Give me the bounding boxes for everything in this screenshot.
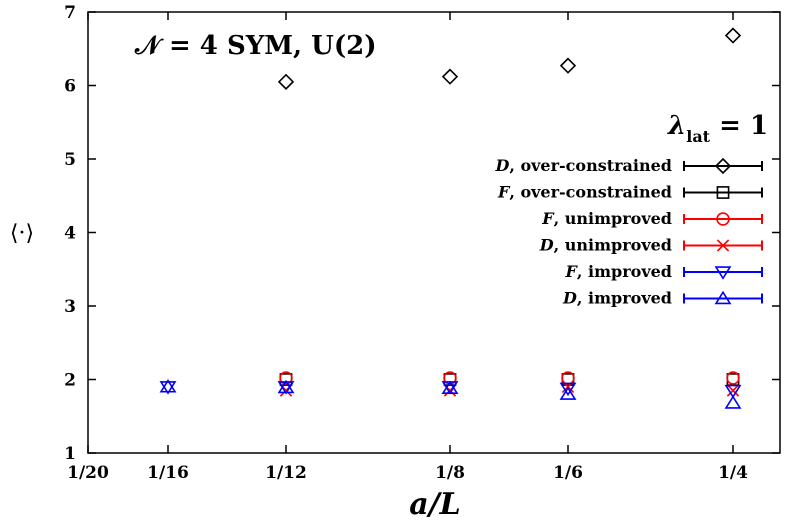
x-tick-label: 1/4 [718, 463, 748, 483]
data-point [559, 386, 577, 400]
plot-frame [87, 11, 781, 454]
legend-entry: D, improved [562, 289, 763, 308]
x-tick-label: 1/8 [435, 463, 465, 483]
data-point [559, 57, 577, 74]
legend-label: D, unimproved [539, 236, 672, 255]
y-tick-label: 1 [64, 444, 76, 464]
data-point [559, 382, 577, 397]
x-tick-label: 1/16 [147, 463, 189, 483]
data-point [441, 380, 459, 395]
data-point [724, 395, 742, 409]
series-3 [279, 371, 740, 385]
data-point [277, 73, 295, 90]
y-tick-label: 4 [64, 224, 76, 244]
legend-label: F, improved [565, 262, 672, 281]
lambda-annotation: λlat = 1 [667, 111, 768, 146]
legend-marker [716, 212, 730, 226]
legend-label: D, improved [562, 289, 672, 308]
legend-entry: F, unimproved [541, 209, 763, 228]
chart-title: 𝒩 = 4 SYM, U(2) [134, 31, 377, 61]
series-2 [279, 373, 740, 386]
y-tick-label: 6 [64, 77, 76, 97]
x-tick-label: 1/12 [265, 463, 307, 483]
legend-label: F, unimproved [541, 209, 672, 228]
legend-label: D, over-constrained [494, 156, 672, 175]
legend-marker [716, 186, 730, 199]
series-1 [277, 27, 742, 90]
x-tick-label: 1/20 [67, 463, 109, 483]
legend-marker [716, 239, 730, 252]
x-axis-label: a/L [409, 487, 461, 522]
legend-marker [714, 157, 732, 175]
data-point [279, 371, 293, 385]
y-axis-label: ⟨·⟩ [10, 221, 34, 246]
y-tick-label: 2 [64, 371, 76, 391]
y-tick-label: 7 [64, 3, 76, 23]
y-tick-label: 5 [64, 150, 76, 170]
legend-entry: F, improved [565, 262, 763, 281]
x-tick-label: 1/6 [553, 463, 583, 483]
y-tick-label: 3 [64, 297, 76, 317]
legend-marker [714, 266, 732, 280]
series-6 [159, 379, 742, 409]
data-point [726, 384, 740, 397]
legend: D, over-constrained F, over-constrained F,… [494, 156, 763, 308]
data-point [726, 371, 740, 385]
data-point [441, 68, 459, 85]
data-point [724, 384, 742, 399]
legend-entry: F, over-constrained [497, 183, 763, 202]
data-point [443, 371, 457, 385]
data-point [277, 379, 295, 394]
legend-label: F, over-constrained [497, 183, 672, 202]
data-point [724, 27, 742, 44]
legend-entry: D, over-constrained [494, 156, 763, 175]
data-point [159, 379, 177, 393]
legend-marker [714, 290, 732, 305]
legend-entry: D, unimproved [539, 236, 763, 255]
series-4 [279, 380, 740, 397]
